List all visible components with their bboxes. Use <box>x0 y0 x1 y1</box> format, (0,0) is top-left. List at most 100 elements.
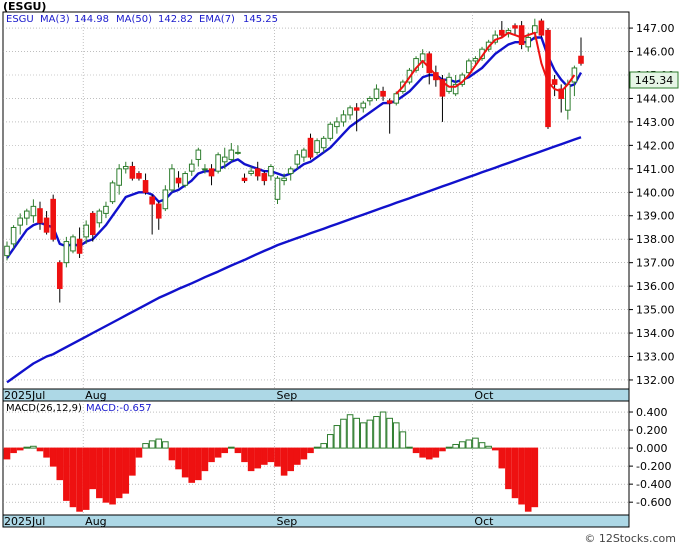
candle <box>538 18 545 38</box>
candle <box>578 37 584 66</box>
candle-body <box>334 121 340 128</box>
macd-bar <box>346 414 354 449</box>
candle-body <box>307 137 314 158</box>
month-label: Aug <box>85 389 106 402</box>
macd-bar <box>307 447 314 454</box>
candle <box>89 211 96 242</box>
macd-bar <box>412 447 420 454</box>
month-label: 2025Jul <box>4 515 45 528</box>
candle-body <box>274 177 281 200</box>
macd-bar <box>129 447 136 476</box>
candle <box>287 166 294 181</box>
candle <box>274 175 281 205</box>
candle-body <box>70 236 76 252</box>
candle-body <box>551 79 558 85</box>
candle-body <box>571 67 578 83</box>
macd-bar <box>3 447 11 460</box>
candle-body <box>76 238 83 254</box>
candle-body <box>149 196 155 205</box>
macd-legend-value: MACD:-0.657 <box>86 403 152 414</box>
candle <box>195 147 202 167</box>
macd-bar <box>135 447 143 458</box>
candle <box>320 135 327 153</box>
macd-bar <box>531 447 539 508</box>
ticker-title: (ESGU) <box>3 0 47 13</box>
candle <box>10 225 17 249</box>
candle-body <box>466 60 472 74</box>
candle <box>294 150 301 169</box>
candle <box>63 236 70 268</box>
candle <box>340 110 347 127</box>
macd-bar <box>326 434 334 449</box>
price-panel <box>2 11 630 390</box>
macd-bar <box>300 447 308 460</box>
macd-bar <box>392 422 400 449</box>
candle <box>70 234 76 254</box>
price-tick-label: 142.00 <box>636 139 675 152</box>
candle <box>169 164 175 193</box>
last-price-badge-bg <box>629 71 679 89</box>
macd-bar <box>359 422 367 449</box>
macd-bar <box>485 445 492 449</box>
candle <box>142 173 149 195</box>
candle-body <box>89 212 96 236</box>
candle-body <box>452 83 459 95</box>
candle <box>367 96 373 106</box>
candle-body <box>532 25 538 34</box>
macd-bar <box>36 447 44 452</box>
candle <box>307 133 314 160</box>
macd-bar <box>366 419 374 449</box>
candle-body <box>175 177 182 184</box>
macd-bar <box>452 443 459 449</box>
candle <box>380 86 386 101</box>
candle-body <box>314 140 320 153</box>
macd-bar <box>181 447 189 478</box>
candle-body <box>202 168 208 171</box>
candle-body <box>50 198 56 240</box>
candle <box>109 180 116 205</box>
macd-bar <box>228 446 235 449</box>
macd-tick-label: -0.400 <box>636 478 671 491</box>
macd-bar <box>122 447 130 494</box>
price-tick-label: 143.00 <box>636 116 675 129</box>
macd-bar <box>96 447 103 499</box>
candle <box>215 152 221 174</box>
macd-bar <box>82 447 90 510</box>
candle-body <box>129 165 136 179</box>
macd-bar <box>188 447 196 483</box>
candle-body <box>419 53 426 62</box>
candle <box>103 201 109 219</box>
candle <box>466 58 472 75</box>
macd-bar <box>432 447 440 458</box>
macd-bar <box>439 447 446 452</box>
macd-bar <box>287 447 295 472</box>
macd-bar <box>491 447 499 451</box>
macd-bar <box>234 447 242 454</box>
candle <box>551 74 558 97</box>
candle-body <box>188 163 195 172</box>
price-tick-label: 134.00 <box>636 327 675 340</box>
candle-body <box>4 245 10 257</box>
candle <box>182 171 188 188</box>
watermark: © 12Stocks.com <box>584 532 676 545</box>
candle-body <box>136 173 142 179</box>
macd-tick-label: 0.400 <box>636 406 668 419</box>
candle-body <box>439 79 446 97</box>
macd-bar <box>445 446 453 449</box>
macd-bar <box>340 418 347 449</box>
candle <box>56 260 63 303</box>
candle <box>373 84 380 101</box>
candle-body <box>340 114 347 123</box>
candle-body <box>353 107 360 111</box>
macd-bar <box>63 447 70 501</box>
candle-body <box>301 149 307 158</box>
candle-body <box>96 210 103 224</box>
candle-body <box>155 203 162 219</box>
candle-body <box>281 177 287 182</box>
candle <box>235 145 241 155</box>
candle <box>17 213 23 235</box>
candle <box>43 211 50 235</box>
legend-ma3-label: MA(3) <box>40 14 70 25</box>
